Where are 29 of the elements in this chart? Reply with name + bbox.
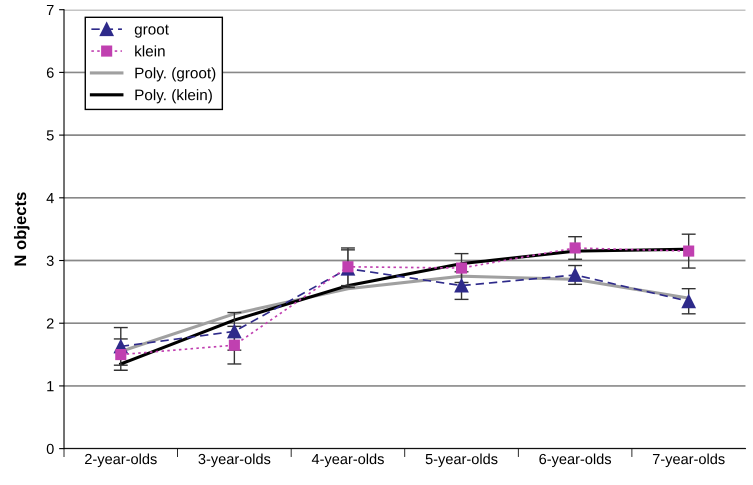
point <box>228 340 240 351</box>
legend-label: groot <box>134 24 169 38</box>
y-tick-label: 2 <box>46 318 54 328</box>
y-axis-title: N objects <box>14 192 30 266</box>
point <box>342 261 354 272</box>
point <box>227 324 242 338</box>
x-tick-label: 5-year-olds <box>426 453 498 468</box>
point <box>454 278 468 293</box>
y-tick-label: 0 <box>46 444 54 454</box>
y-tick-label: 5 <box>46 130 54 141</box>
legend-label: Poly. (groot) <box>135 67 216 82</box>
y-tick-label: 6 <box>46 68 54 78</box>
legend-label: klein <box>135 45 165 57</box>
y-tick-label: 1 <box>47 381 54 392</box>
y-tick-label: 7 <box>46 4 54 15</box>
point <box>683 246 694 257</box>
x-tick-label: 3-year-olds <box>198 453 270 468</box>
y-tick-label: 3 <box>46 256 54 266</box>
y-tick-label: 4 <box>46 193 54 204</box>
x-tick-label: 6-year-olds <box>539 453 612 468</box>
point <box>456 262 468 274</box>
legend-label: Poly. (klein) <box>135 89 212 104</box>
point <box>115 349 126 360</box>
x-tick-label: 7-year-olds <box>652 453 725 468</box>
point <box>682 294 696 308</box>
x-tick-label: 4-year-olds <box>312 453 384 468</box>
point <box>568 268 582 282</box>
point <box>570 242 581 254</box>
x-tick-label: 2-year-olds <box>85 453 157 468</box>
